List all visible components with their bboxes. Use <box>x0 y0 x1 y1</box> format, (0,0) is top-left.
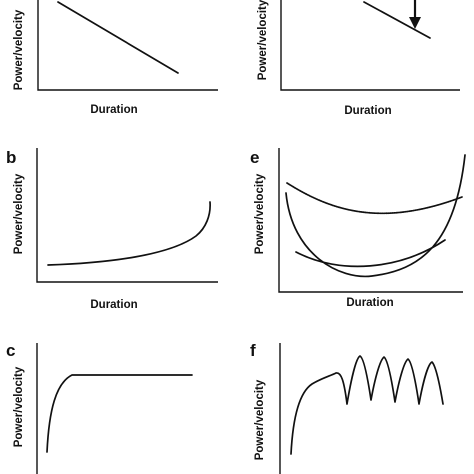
x-axis-label: Duration <box>346 297 393 309</box>
panel-b: b Power/velocity Duration <box>6 148 218 311</box>
panel-letter: f <box>250 341 256 360</box>
panel-a: Power/velocity Duration <box>13 0 218 116</box>
axes <box>280 0 460 91</box>
panel-letter: b <box>6 148 16 167</box>
panel-letter: e <box>250 148 259 167</box>
y-axis-label: Power/velocity <box>13 366 25 447</box>
u-curve-light <box>295 239 446 268</box>
u-curve-mid <box>285 154 466 278</box>
panel-a2: Power/velocity Duration <box>257 0 460 117</box>
u-curve-dark <box>286 182 463 215</box>
decline-line <box>57 1 179 74</box>
x-axis-label: Duration <box>90 104 137 116</box>
y-axis-label: Power/velocity <box>257 0 269 80</box>
axes <box>37 0 218 91</box>
x-axis-label: Duration <box>344 105 391 117</box>
panel-c: c Power/velocity <box>6 341 193 474</box>
panel-f: f Power/velocity <box>250 341 444 474</box>
arrow-down-icon <box>409 17 421 29</box>
axes <box>278 148 463 293</box>
plateau-curve <box>46 374 193 453</box>
y-axis-label: Power/velocity <box>254 173 266 254</box>
decline-line <box>363 1 431 39</box>
axes <box>36 148 218 283</box>
panel-e: e Power/velocity Duration <box>250 148 466 309</box>
exponential-curve <box>47 201 211 266</box>
y-axis-label: Power/velocity <box>254 379 266 460</box>
y-axis-label: Power/velocity <box>13 9 25 90</box>
x-axis-label: Duration <box>90 299 137 311</box>
oscillation-curve <box>290 355 444 455</box>
y-axis-label: Power/velocity <box>13 173 25 254</box>
panel-letter: c <box>6 341 15 360</box>
